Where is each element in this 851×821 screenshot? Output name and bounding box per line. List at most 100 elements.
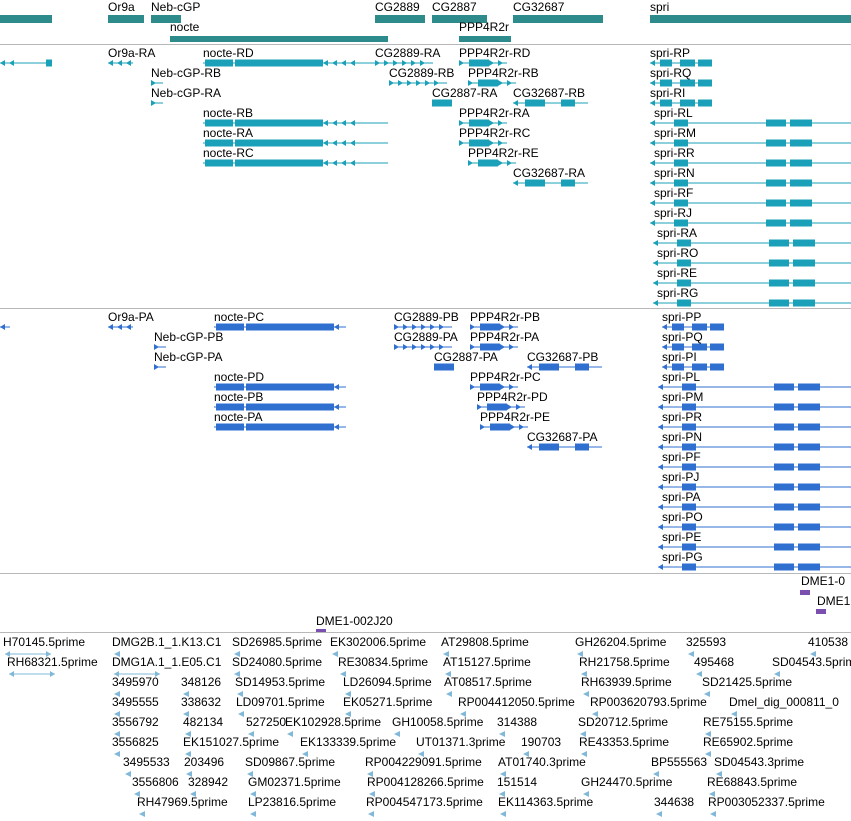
strand-arrow[interactable] [658,424,663,430]
est-marker[interactable] [716,771,722,777]
exon-block[interactable] [682,443,696,451]
strand-arrow[interactable] [434,80,439,86]
strand-arrow[interactable] [658,444,663,450]
est-marker[interactable] [332,651,338,657]
exon-block[interactable] [677,299,691,307]
exon-block[interactable] [216,423,244,431]
exon-block[interactable] [539,443,559,451]
strand-arrow[interactable] [117,60,122,66]
est-marker[interactable] [155,671,160,677]
gene-bar[interactable] [432,15,487,23]
strand-arrow[interactable] [480,424,485,430]
est-marker[interactable] [183,691,189,697]
strand-arrow[interactable] [650,80,655,86]
est-marker[interactable] [114,691,120,697]
exon-block[interactable] [432,99,452,107]
exon-block[interactable] [774,383,794,391]
exon-block[interactable] [660,59,672,67]
exon-block[interactable] [798,423,820,431]
exon-block[interactable] [682,383,696,391]
strand-arrow[interactable] [527,364,532,370]
strand-arrow[interactable] [411,60,416,66]
strand-arrow[interactable] [653,260,658,266]
strand-arrow[interactable] [375,60,380,66]
strand-arrow[interactable] [393,60,398,66]
strand-arrow[interactable] [489,60,494,66]
exon-block[interactable] [674,219,688,227]
strand-arrow[interactable] [459,120,464,126]
exon-block[interactable] [469,59,489,67]
exon-block[interactable] [774,483,794,491]
est-marker[interactable] [577,651,583,657]
exon-block[interactable] [682,523,696,531]
exon-block[interactable] [205,59,233,67]
est-marker[interactable] [345,691,351,697]
exon-block[interactable] [774,423,794,431]
est-marker[interactable] [186,771,192,777]
strand-arrow[interactable] [498,120,503,126]
exon-block[interactable] [677,279,691,287]
exon-block[interactable] [682,503,696,511]
strand-arrow[interactable] [658,564,663,570]
strand-arrow[interactable] [470,324,475,330]
strand-arrow[interactable] [509,384,514,390]
exon-block[interactable] [793,239,815,247]
exon-block[interactable] [672,343,684,351]
exon-block[interactable] [674,199,688,207]
strand-arrow[interactable] [498,160,503,166]
strand-arrow[interactable] [9,60,14,66]
exon-block[interactable] [766,139,786,147]
strand-arrow[interactable] [412,344,417,350]
exon-block[interactable] [561,179,575,187]
est-marker[interactable] [114,731,120,737]
est-marker[interactable] [247,771,253,777]
strand-arrow[interactable] [416,80,421,86]
exon-block[interactable] [769,239,789,247]
strand-arrow[interactable] [498,60,503,66]
exon-block[interactable] [692,343,707,351]
est-marker[interactable] [345,711,351,717]
exon-block[interactable] [525,179,545,187]
exon-block[interactable] [774,403,794,411]
strand-arrow[interactable] [519,424,524,430]
est-marker[interactable] [302,751,308,757]
exon-block[interactable] [774,523,794,531]
exon-block[interactable] [205,159,233,167]
exon-block[interactable] [575,363,589,371]
strand-arrow[interactable] [332,140,337,146]
strand-arrow[interactable] [439,324,444,330]
exon-block[interactable] [769,299,789,307]
exon-block[interactable] [216,383,244,391]
exon-block[interactable] [798,483,820,491]
strand-arrow[interactable] [108,324,113,330]
strand-arrow[interactable] [489,140,494,146]
est-marker[interactable] [369,791,375,797]
exon-block[interactable] [674,119,688,127]
est-marker[interactable] [234,651,240,657]
strand-arrow[interactable] [350,160,355,166]
est-marker[interactable] [238,711,244,717]
exon-block[interactable] [680,79,695,87]
clone-marker[interactable] [316,629,326,632]
est-marker[interactable] [134,791,140,797]
est-marker[interactable] [446,691,452,697]
strand-arrow[interactable] [430,344,435,350]
exon-block[interactable] [677,239,691,247]
est-marker[interactable] [367,771,373,777]
strand-arrow[interactable] [477,404,482,410]
strand-arrow[interactable] [394,324,399,330]
exon-block[interactable] [793,279,815,287]
strand-arrow[interactable] [154,364,159,370]
exon-block[interactable] [710,323,724,331]
est-marker[interactable] [581,671,587,677]
exon-block[interactable] [205,139,233,147]
est-marker[interactable] [499,791,505,797]
exon-block[interactable] [798,403,820,411]
strand-arrow[interactable] [151,80,156,86]
est-marker[interactable] [705,731,711,737]
est-marker[interactable] [653,771,659,777]
strand-arrow[interactable] [662,344,667,350]
gene-bar[interactable] [0,15,52,23]
exon-block[interactable] [692,323,707,331]
strand-arrow[interactable] [650,100,655,106]
